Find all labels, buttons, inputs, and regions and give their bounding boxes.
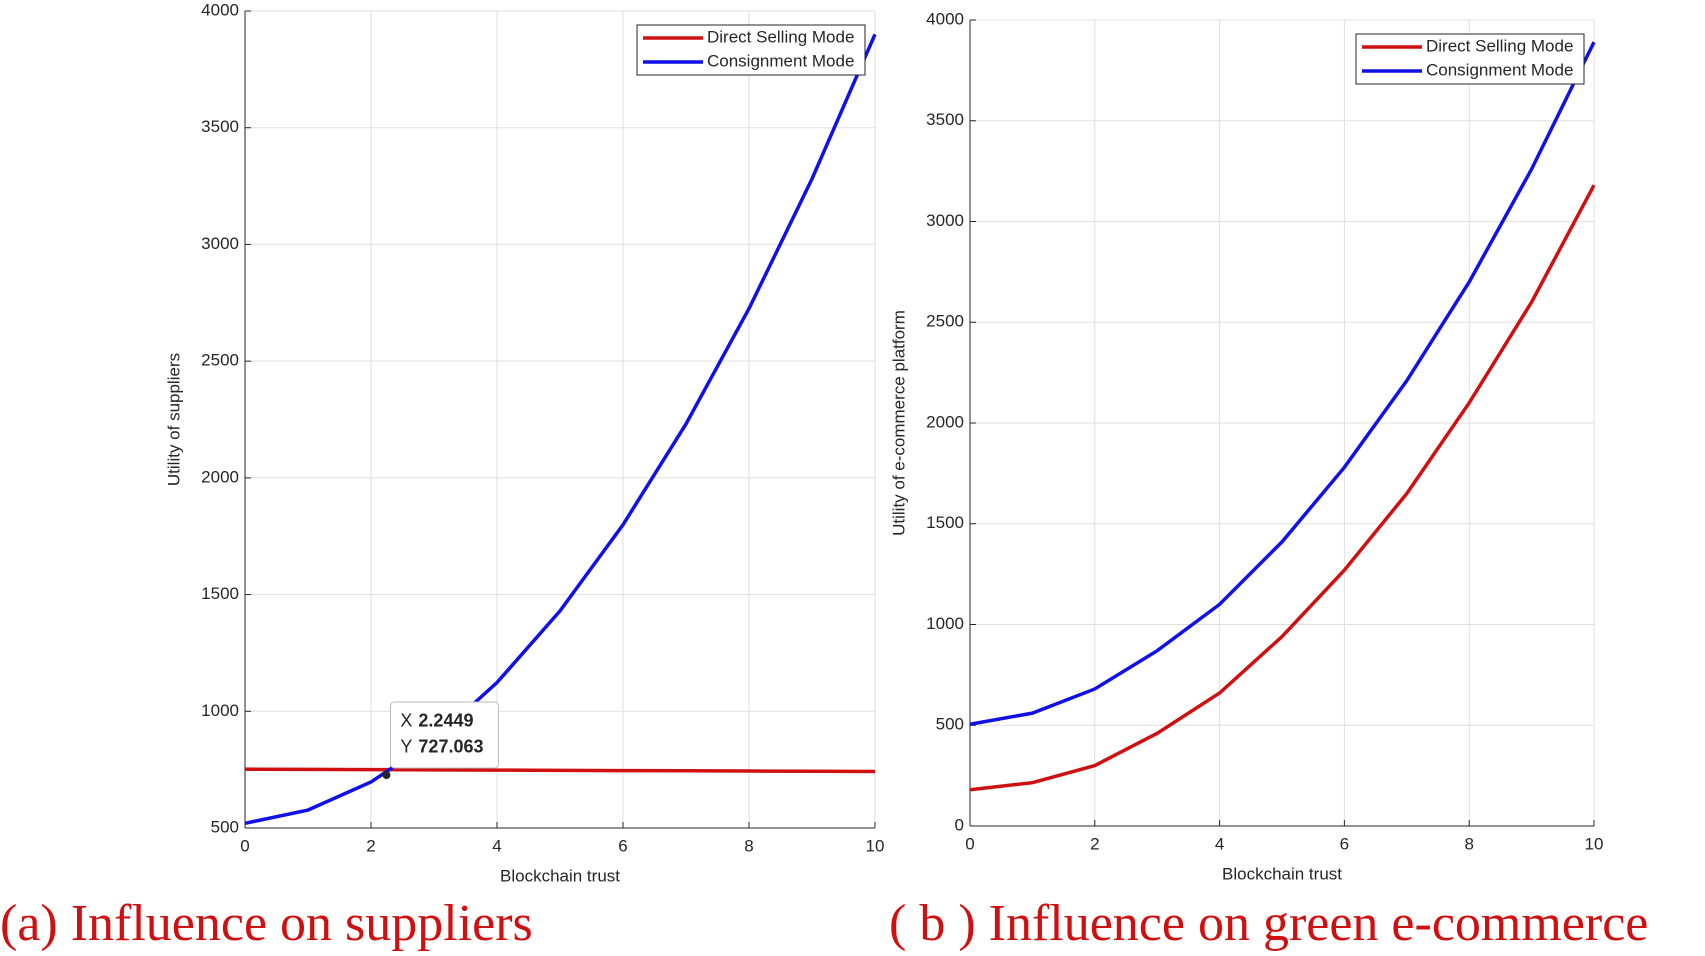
- x-tick-label: 2: [1090, 834, 1099, 853]
- x-tick-label: 10: [1585, 834, 1604, 853]
- legend-label: Consignment Mode: [1426, 60, 1573, 79]
- caption: (a) Influence on suppliers: [0, 895, 533, 952]
- x-tick-label: 2: [366, 836, 375, 855]
- y-tick-label: 2000: [926, 412, 964, 431]
- series-line: [969, 184, 1596, 792]
- y-tick-label: 3000: [201, 234, 239, 253]
- x-axis-label: Blockchain trust: [1222, 864, 1342, 883]
- plot-area: [245, 11, 875, 828]
- x-axis-label: Blockchain trust: [500, 866, 620, 885]
- tooltip-x-value: 2.2449: [418, 711, 473, 731]
- legend-label: Direct Selling Mode: [1426, 36, 1573, 55]
- x-tick-label: 6: [618, 836, 627, 855]
- legend-label: Direct Selling Mode: [707, 27, 854, 46]
- y-tick-label: 1000: [926, 614, 964, 633]
- y-tick-label: 4000: [201, 0, 239, 19]
- tooltip-x-label: X: [400, 711, 412, 731]
- x-tick-label: 0: [240, 836, 249, 855]
- y-tick-label: 1500: [201, 584, 239, 603]
- x-tick-label: 8: [744, 836, 753, 855]
- y-tick-label: 3500: [926, 110, 964, 129]
- x-tick-label: 8: [1464, 834, 1473, 853]
- legend-label: Consignment Mode: [707, 51, 854, 70]
- y-tick-label: 1000: [201, 701, 239, 720]
- y-tick-label: 500: [211, 817, 239, 836]
- tooltip-box: [389, 701, 499, 769]
- y-tick-label: 1500: [926, 513, 964, 532]
- y-tick-label: 2000: [201, 467, 239, 486]
- x-tick-label: 6: [1340, 834, 1349, 853]
- caption: ( b ) Influence on green e-commerce: [889, 895, 1648, 952]
- y-tick-label: 4000: [926, 9, 964, 28]
- y-tick-label: 0: [955, 815, 964, 834]
- series-line: [244, 33, 877, 826]
- y-tick-label: 3500: [201, 117, 239, 136]
- y-tick-label: 2500: [201, 351, 239, 370]
- y-axis-label: Utility of e-commerce platform: [889, 310, 908, 536]
- series-line: [969, 41, 1596, 726]
- tooltip-y-value: 727.063: [418, 737, 483, 757]
- x-tick-label: 4: [492, 836, 501, 855]
- legend-box: [1355, 33, 1585, 85]
- legend-box: [636, 24, 866, 76]
- x-tick-label: 4: [1215, 834, 1224, 853]
- datatip-marker: [382, 770, 391, 779]
- tooltip-y-label: Y: [400, 737, 412, 757]
- y-axis-label: Utility of suppliers: [164, 353, 183, 486]
- x-tick-label: 0: [965, 834, 974, 853]
- y-tick-label: 3000: [926, 211, 964, 230]
- series-line: [244, 767, 876, 774]
- x-tick-label: 10: [866, 836, 885, 855]
- y-tick-label: 500: [936, 715, 964, 734]
- y-tick-label: 2500: [926, 312, 964, 331]
